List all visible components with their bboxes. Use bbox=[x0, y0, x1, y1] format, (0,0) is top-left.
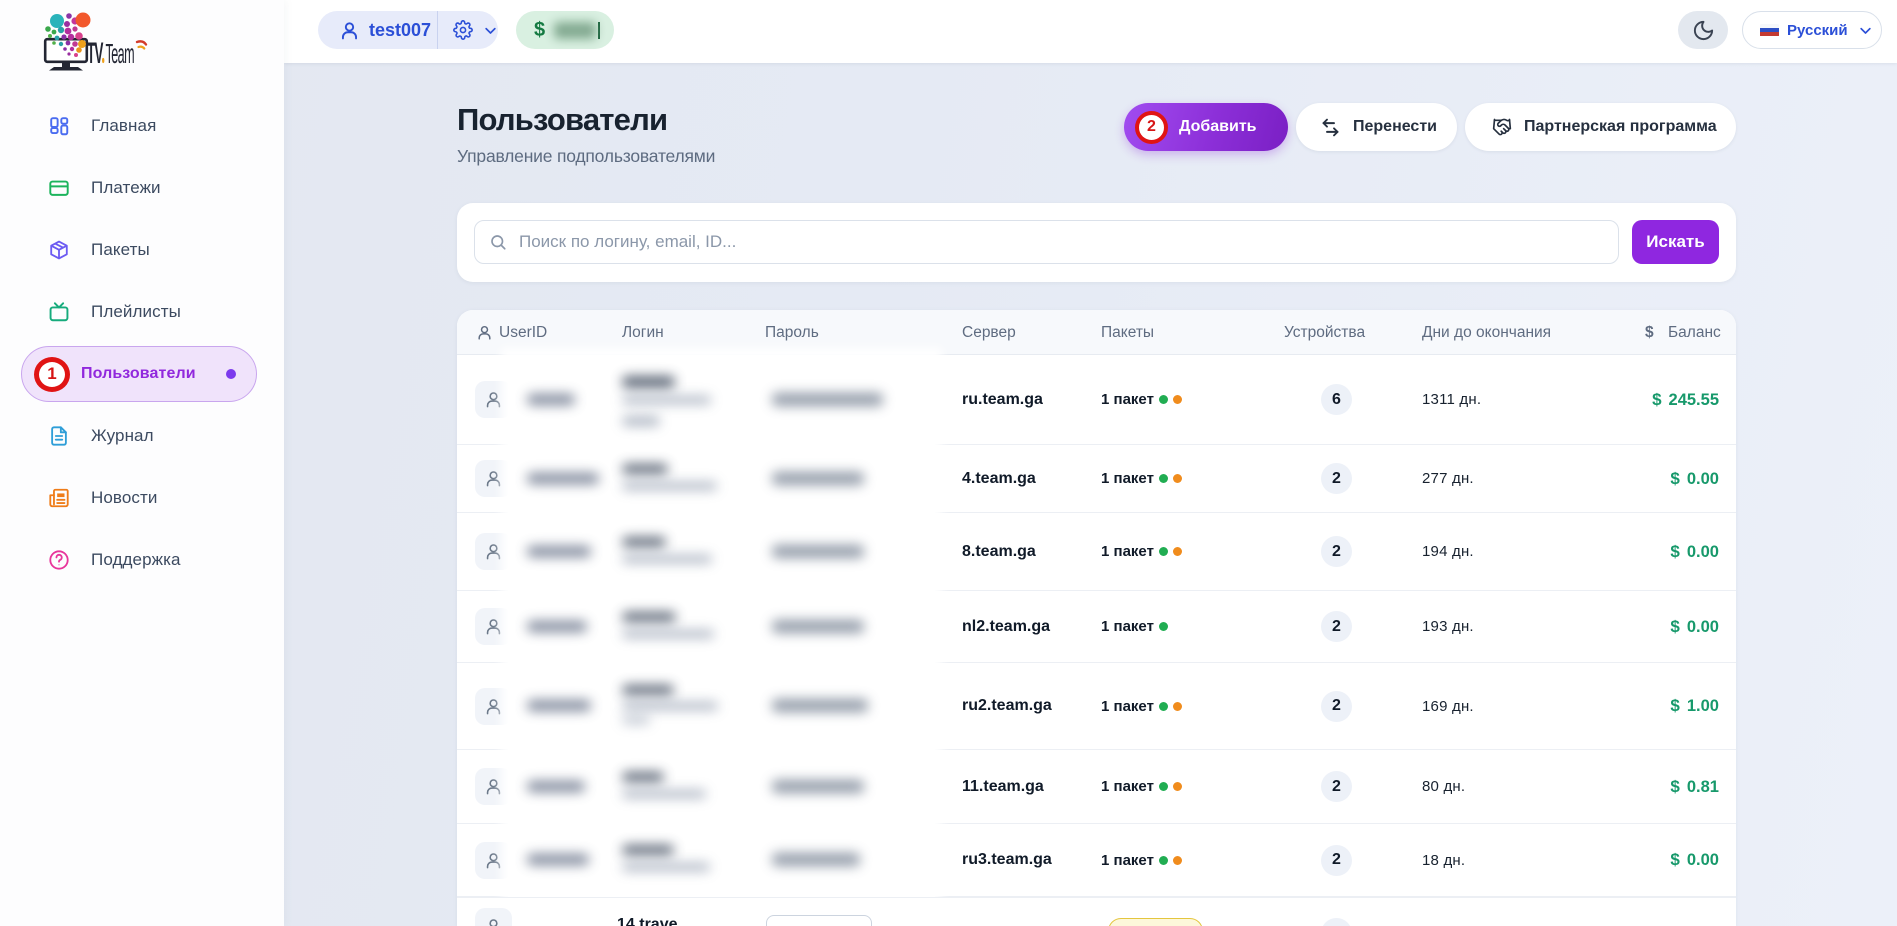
svg-text:Team: Team bbox=[105, 37, 134, 69]
svg-text:TV: TV bbox=[87, 36, 104, 70]
